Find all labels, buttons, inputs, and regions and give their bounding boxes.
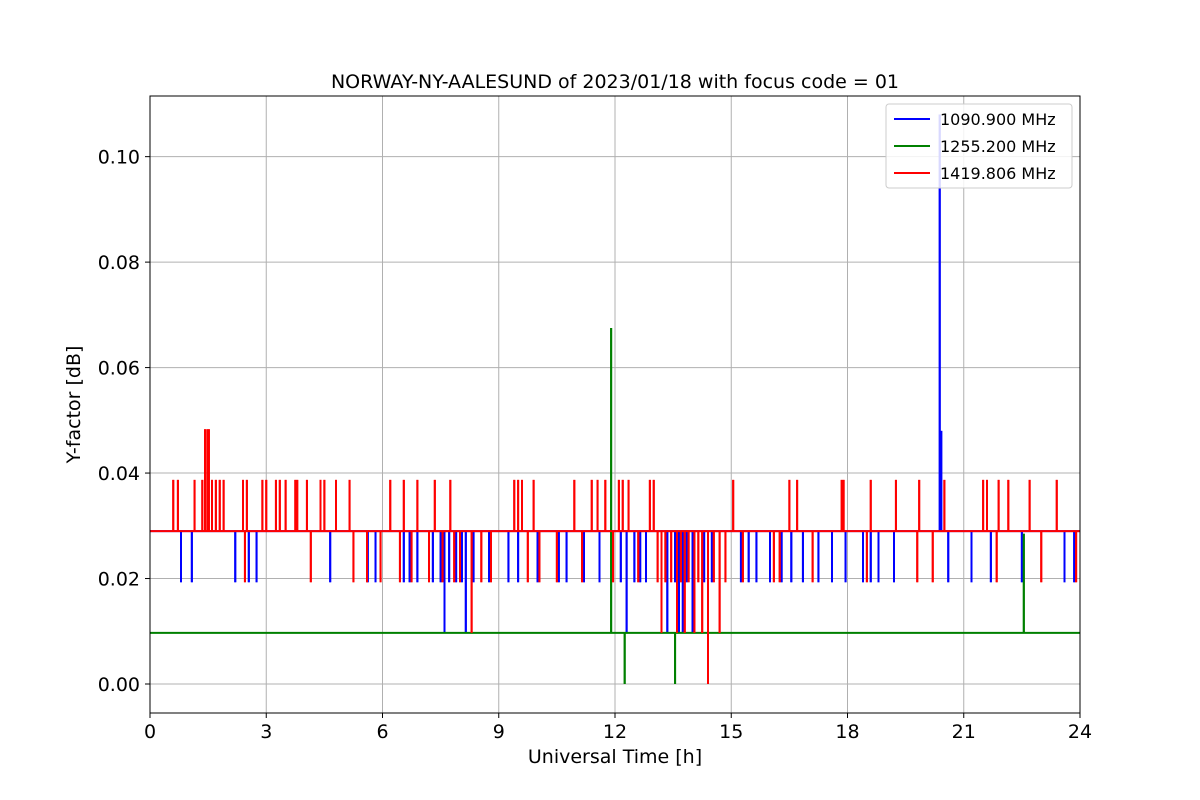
chart-title: NORWAY-NY-AALESUND of 2023/01/18 with fo… (331, 71, 899, 93)
x-tick-label: 24 (1068, 721, 1092, 743)
series-0 (150, 114, 1080, 633)
legend-label-1255: 1255.200 MHz (940, 137, 1056, 156)
legend: 1090.900 MHz 1255.200 MHz 1419.806 MHz (885, 103, 1073, 189)
series-layer (150, 114, 1080, 684)
x-tick-label: 12 (603, 721, 627, 743)
legend-label-1090: 1090.900 MHz (940, 110, 1056, 129)
y-tick-label: 0.08 (98, 252, 140, 274)
y-axis-label: Y-factor [dB] (63, 346, 85, 465)
legend-label-1419: 1419.806 MHz (940, 164, 1056, 183)
x-tick-label: 15 (719, 721, 743, 743)
x-tick-label: 3 (260, 721, 272, 743)
y-tick-label: 0.02 (98, 569, 140, 591)
y-tick-label: 0.04 (98, 463, 140, 485)
series-1 (150, 328, 1080, 684)
x-axis-label: Universal Time [h] (528, 746, 702, 768)
y-tick-label: 0.00 (98, 674, 140, 696)
y-tick-label: 0.10 (98, 147, 140, 169)
x-tick-label: 18 (835, 721, 859, 743)
x-tick-label: 21 (952, 721, 976, 743)
x-tick-label: 9 (493, 721, 505, 743)
legend-box (885, 103, 1073, 189)
y-tick-label: 0.06 (98, 358, 140, 380)
x-tick-label: 0 (144, 721, 156, 743)
series-2 (150, 429, 1080, 684)
x-tick-label: 6 (376, 721, 388, 743)
ticks: 0 3 6 9 12 15 18 21 24 0.00 0.02 0.04 0.06 0.08 0.10 (98, 147, 1092, 743)
